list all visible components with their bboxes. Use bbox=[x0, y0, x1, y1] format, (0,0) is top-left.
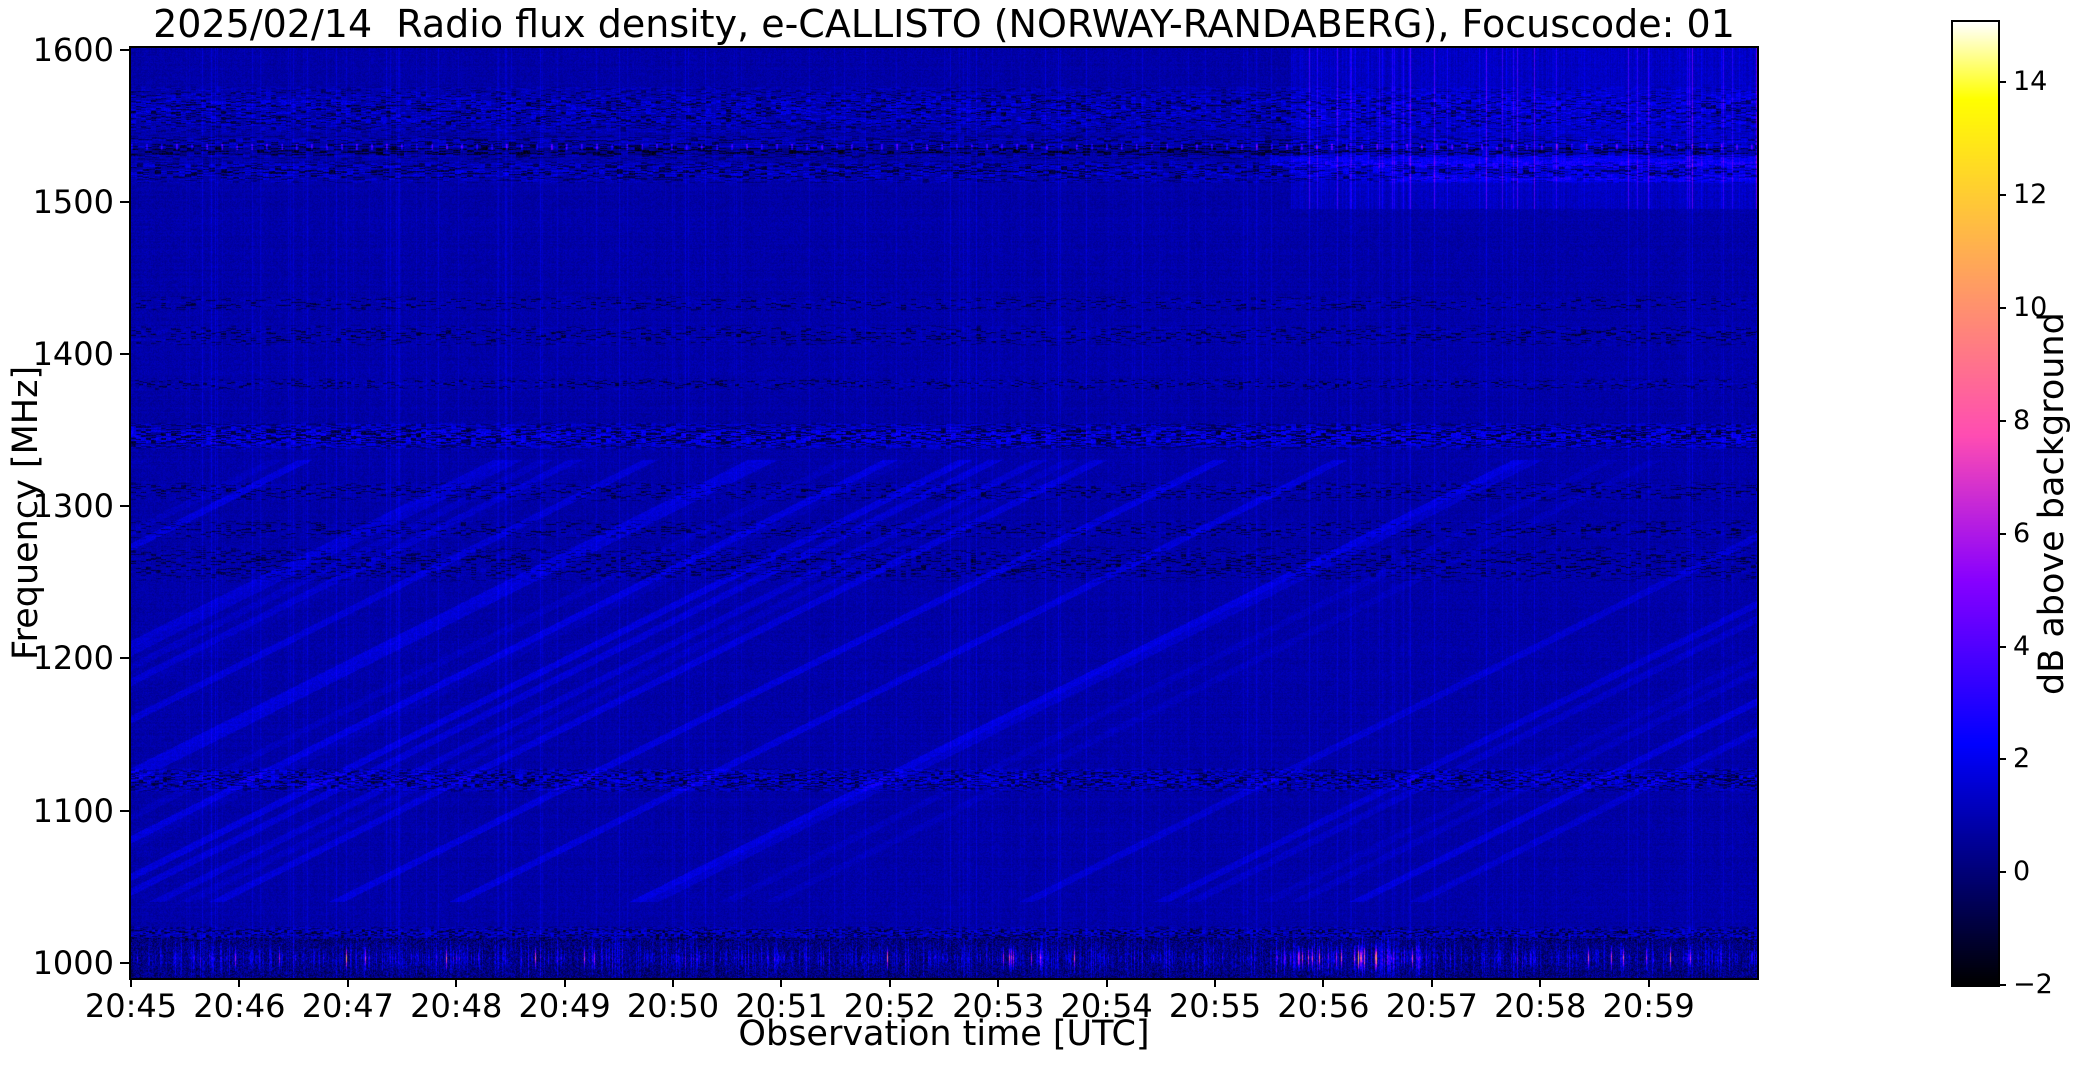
x-tick-mark bbox=[1322, 978, 1325, 987]
x-tick-label: 20:57 bbox=[1385, 987, 1478, 1025]
colorbar-tick-mark bbox=[1998, 81, 2006, 84]
y-tick-label: 1100 bbox=[32, 791, 114, 830]
x-tick-mark bbox=[780, 978, 783, 987]
y-tick-mark bbox=[120, 657, 129, 660]
colorbar-tick-mark bbox=[1998, 871, 2006, 874]
colorbar-tick-mark bbox=[1998, 307, 2006, 310]
x-tick-label: 20:50 bbox=[626, 987, 720, 1025]
x-tick-mark bbox=[238, 978, 241, 987]
colorbar-tick-mark bbox=[1998, 984, 2006, 986]
x-tick-mark bbox=[1539, 978, 1542, 987]
colorbar-tick-label: 12 bbox=[2013, 179, 2048, 211]
colorbar-tick-label: −2 bbox=[2013, 969, 2053, 1000]
x-tick-label: 20:52 bbox=[843, 987, 936, 1025]
colorbar-tick-label: 14 bbox=[2013, 66, 2048, 98]
x-axis-label: Observation time [UTC] bbox=[738, 1014, 1150, 1054]
y-tick-label: 1300 bbox=[32, 487, 114, 526]
x-tick-label: 20:58 bbox=[1494, 987, 1587, 1025]
x-tick-mark bbox=[563, 978, 566, 987]
chart-title: 2025/02/14 Radio flux density, e-CALLIST… bbox=[153, 2, 1735, 46]
y-tick-mark bbox=[120, 961, 129, 964]
y-tick-mark bbox=[120, 809, 129, 812]
colorbar-tick-label: 10 bbox=[2013, 292, 2048, 324]
colorbar-tick-label: 8 bbox=[2013, 404, 2031, 436]
x-tick-label: 20:48 bbox=[410, 987, 503, 1025]
x-tick-mark bbox=[1647, 978, 1650, 987]
x-tick-mark bbox=[888, 978, 891, 987]
x-tick-mark bbox=[1105, 978, 1108, 987]
x-tick-label: 20:46 bbox=[193, 987, 286, 1025]
x-tick-label: 20:45 bbox=[84, 987, 178, 1025]
x-tick-label: 20:49 bbox=[518, 987, 611, 1025]
x-tick-mark bbox=[130, 978, 132, 987]
colorbar-tick-mark bbox=[1998, 532, 2006, 535]
x-tick-mark bbox=[997, 978, 1000, 987]
x-tick-label: 20:47 bbox=[301, 987, 394, 1025]
colorbar-label: dB above background bbox=[2032, 312, 2072, 695]
colorbar-tick-mark bbox=[1998, 194, 2006, 197]
x-tick-mark bbox=[346, 978, 349, 987]
spectrogram-canvas bbox=[131, 48, 1757, 978]
y-tick-label: 1000 bbox=[32, 943, 114, 982]
x-tick-mark bbox=[672, 978, 674, 987]
y-tick-mark bbox=[120, 505, 129, 508]
x-tick-label: 20:55 bbox=[1168, 987, 1262, 1025]
colorbar-tick-label: 6 bbox=[2013, 517, 2031, 549]
colorbar-tick-label: 4 bbox=[2013, 630, 2031, 662]
x-tick-label: 20:54 bbox=[1060, 987, 1153, 1025]
y-tick-label: 1500 bbox=[32, 182, 114, 221]
y-tick-mark bbox=[120, 200, 129, 203]
x-tick-label: 20:56 bbox=[1277, 987, 1370, 1025]
x-tick-label: 20:53 bbox=[952, 987, 1045, 1025]
y-tick-label: 1400 bbox=[32, 334, 114, 373]
x-tick-label: 20:51 bbox=[735, 987, 828, 1025]
colorbar-tick-mark bbox=[1998, 419, 2006, 422]
x-tick-mark bbox=[1430, 978, 1433, 987]
y-tick-label: 1600 bbox=[32, 30, 114, 69]
x-tick-label: 20:59 bbox=[1602, 987, 1695, 1025]
colorbar-gradient-canvas bbox=[1953, 22, 1998, 985]
colorbar-tick-mark bbox=[1998, 645, 2006, 648]
y-tick-mark bbox=[120, 352, 129, 355]
y-tick-mark bbox=[120, 48, 129, 51]
colorbar-tick-mark bbox=[1998, 758, 2006, 761]
colorbar-tick-label: 0 bbox=[2013, 856, 2031, 888]
colorbar-tick-label: 2 bbox=[2013, 743, 2031, 775]
x-tick-mark bbox=[1214, 978, 1216, 987]
x-tick-mark bbox=[455, 978, 458, 987]
y-tick-label: 1200 bbox=[32, 639, 114, 678]
